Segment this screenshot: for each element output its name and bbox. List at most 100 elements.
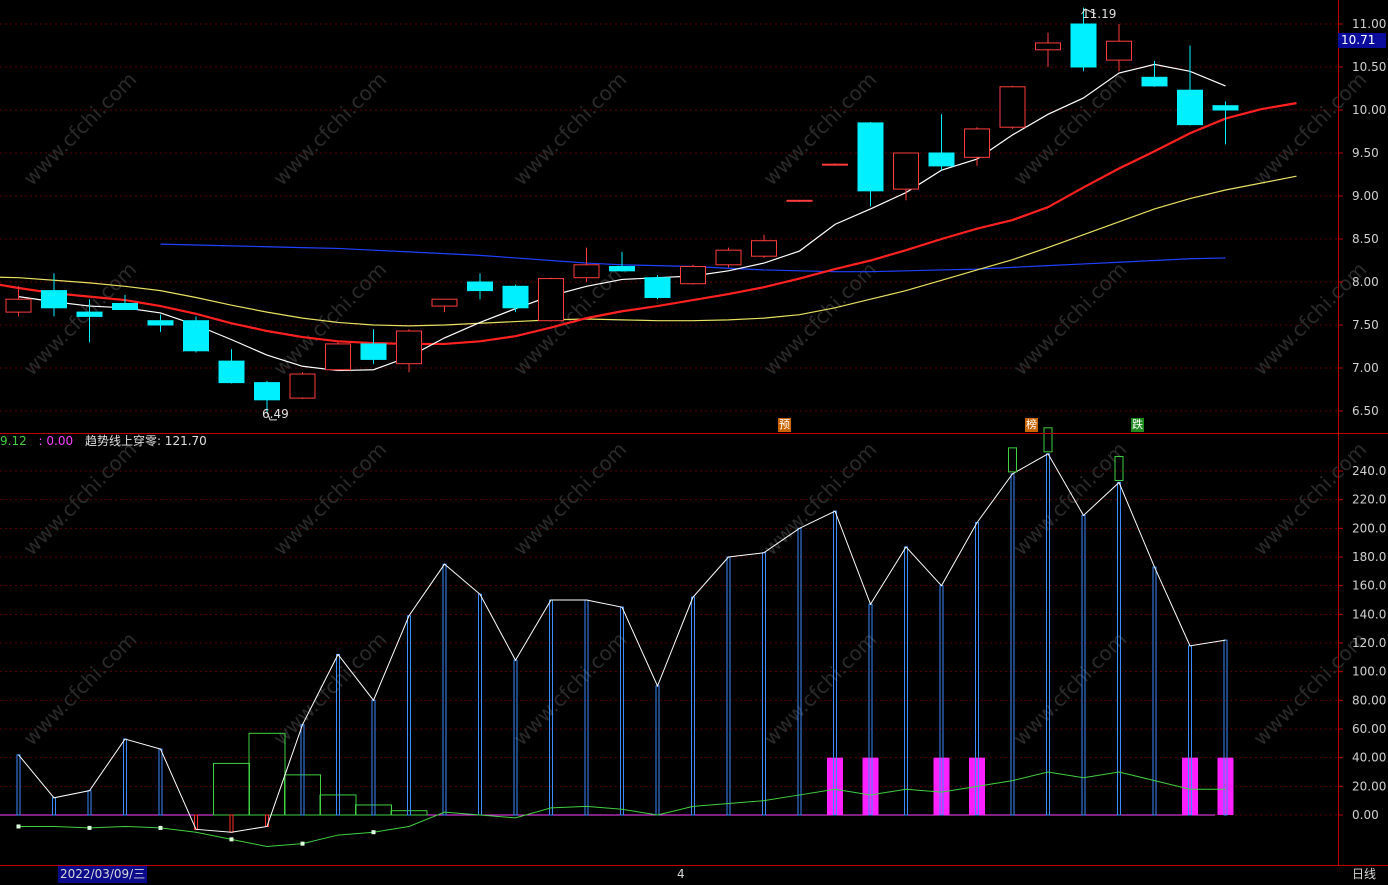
watermark-text: www.cfchi.com bbox=[508, 437, 631, 560]
cursor-date: 2022/03/09/三 bbox=[58, 866, 148, 883]
trend-bar bbox=[300, 724, 305, 816]
price-tick-label: 9.50 bbox=[1352, 146, 1379, 160]
trend-bar bbox=[584, 599, 589, 816]
ma10-line bbox=[0, 102, 1297, 346]
green-line-marker bbox=[300, 841, 305, 846]
month-mark: 4 bbox=[677, 867, 685, 881]
candle-body bbox=[857, 122, 884, 192]
low-pointer bbox=[266, 411, 277, 421]
candle-body bbox=[325, 343, 351, 371]
trend-bar-negative bbox=[229, 814, 234, 833]
watermark-text: www.cfchi.com bbox=[508, 627, 631, 750]
watermark-text: www.cfchi.com bbox=[508, 67, 631, 190]
magenta-bar bbox=[1182, 757, 1198, 815]
candle-body bbox=[431, 298, 458, 307]
candle-body bbox=[822, 163, 848, 166]
candle-body bbox=[76, 311, 103, 317]
candle-body bbox=[218, 360, 245, 384]
peak-signal-box bbox=[1008, 447, 1017, 473]
candle-body bbox=[1106, 40, 1132, 61]
trend-bar bbox=[726, 556, 731, 816]
magenta-bar bbox=[827, 757, 843, 815]
price-tick-label: 11.00 bbox=[1352, 17, 1386, 31]
candle-body bbox=[396, 330, 422, 365]
legend-trend-cross: 趋势线上穿零: 121.70 bbox=[84, 434, 207, 448]
green-line-marker bbox=[16, 824, 21, 829]
price-tick-label: 8.50 bbox=[1352, 232, 1379, 246]
watermark-text: www.cfchi.com bbox=[1008, 257, 1131, 380]
candle-body bbox=[147, 320, 174, 326]
peak-signal-box bbox=[1114, 455, 1124, 481]
indicator-tick-label: 40.00 bbox=[1352, 751, 1386, 765]
watermark-text: www.cfchi.com bbox=[18, 627, 141, 750]
magenta-bar bbox=[862, 757, 879, 815]
signal-marker-bang[interactable]: 榜 bbox=[1025, 418, 1038, 432]
candle-body bbox=[715, 249, 742, 266]
green-volume-box bbox=[284, 774, 321, 816]
candle-body bbox=[112, 303, 138, 311]
candle-body bbox=[538, 278, 564, 322]
magenta-bar bbox=[933, 757, 950, 815]
green-volume-box bbox=[319, 794, 357, 816]
trend-bar bbox=[797, 527, 802, 816]
candle-body bbox=[1212, 105, 1239, 111]
peak-signal-box bbox=[1043, 427, 1053, 453]
trend-bar bbox=[407, 615, 411, 816]
green-volume-box bbox=[390, 810, 428, 816]
price-tick-label: 8.00 bbox=[1352, 275, 1379, 289]
indicator-tick-label: 160.0 bbox=[1352, 579, 1386, 593]
indicator-tick-label: 120.0 bbox=[1352, 636, 1386, 650]
watermark-text: www.cfchi.com bbox=[758, 627, 881, 750]
trend-line bbox=[18, 453, 1226, 833]
green-volume-box bbox=[355, 804, 392, 816]
watermark-text: www.cfchi.com bbox=[1008, 437, 1131, 560]
price-grid bbox=[0, 23, 1338, 816]
watermark-text: www.cfchi.com bbox=[1248, 67, 1371, 190]
watermark-text: www.cfchi.com bbox=[1008, 627, 1131, 750]
candle-body bbox=[680, 266, 706, 285]
signal-marker-yu[interactable]: 预 bbox=[778, 418, 791, 432]
watermark-text: www.cfchi.com bbox=[508, 257, 631, 380]
trend-bar bbox=[371, 699, 376, 816]
trend-bar bbox=[52, 797, 56, 816]
candle-body bbox=[928, 152, 955, 167]
candle-body bbox=[964, 128, 990, 158]
trend-bar bbox=[762, 552, 766, 816]
period-selector[interactable]: 日线 bbox=[1351, 867, 1376, 881]
trend-bar bbox=[655, 685, 660, 816]
axes: 11.00 10.50 10.00 9.50 9.00 8.50 8.00 7.50 7.00 6… bbox=[0, 0, 1388, 866]
trend-bar bbox=[1152, 566, 1157, 816]
legend-value-1: 9.12 bbox=[0, 434, 27, 448]
candle-body bbox=[786, 199, 813, 202]
green-line-marker bbox=[158, 825, 163, 830]
indicator-panel bbox=[0, 427, 1234, 848]
trend-bar bbox=[1010, 473, 1015, 816]
candle-body bbox=[573, 264, 600, 279]
price-tick-label: 7.00 bbox=[1352, 361, 1379, 375]
high-price-label: 11.19 bbox=[1082, 7, 1116, 21]
watermark-text: www.cfchi.com bbox=[758, 257, 881, 380]
watermark-text: www.cfchi.com bbox=[268, 627, 391, 750]
watermark-text: www.cfchi.com bbox=[18, 67, 141, 190]
indicator-tick-label: 20.00 bbox=[1352, 779, 1386, 793]
trend-bar bbox=[442, 563, 447, 816]
candle-body bbox=[1035, 42, 1061, 51]
trend-bar bbox=[16, 754, 21, 816]
price-tick-label: 10.00 bbox=[1352, 103, 1386, 117]
candlesticks bbox=[5, 7, 1239, 421]
magenta-bar bbox=[1217, 757, 1234, 815]
indicator-tick-label: 60.00 bbox=[1352, 722, 1386, 736]
watermark-text: www.cfchi.com bbox=[268, 437, 391, 560]
candle-body bbox=[1177, 89, 1203, 126]
green-volume-box bbox=[213, 762, 250, 816]
signal-marker-die[interactable]: 跌 bbox=[1131, 418, 1144, 432]
indicator-tick-label: 140.0 bbox=[1352, 607, 1386, 621]
candle-body bbox=[5, 298, 32, 313]
candle-body bbox=[1141, 76, 1168, 87]
green-line-marker bbox=[87, 825, 92, 830]
low-price-label: 6.49 bbox=[262, 407, 289, 421]
green-line-marker bbox=[371, 830, 376, 835]
candle-body bbox=[183, 320, 209, 352]
candle-body bbox=[254, 382, 280, 401]
